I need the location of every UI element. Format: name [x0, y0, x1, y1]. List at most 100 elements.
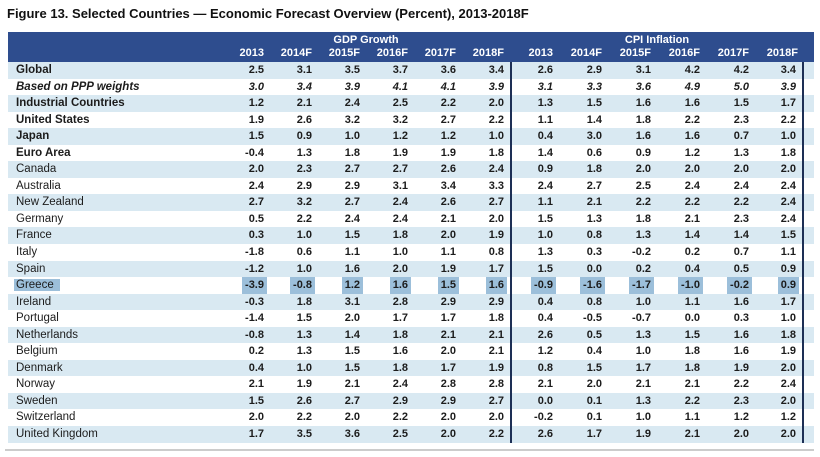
- gdp-value-cell: 1.2: [222, 95, 270, 112]
- cpi-value-cell: 2.2: [755, 111, 804, 129]
- gdp-value: 1.8: [488, 146, 504, 159]
- gdp-value-cell: -1.4: [222, 310, 270, 327]
- gdp-value: 2.5: [392, 97, 408, 110]
- cpi-value: 0.9: [780, 262, 796, 275]
- country-name: United Kingdom: [16, 428, 98, 441]
- gdp-value-cell: 3.9: [318, 79, 366, 96]
- cpi-value-cell: 1.6: [608, 95, 657, 112]
- cpi-value: 2.3: [733, 212, 749, 225]
- cpi-value-cell: 2.0: [608, 161, 657, 178]
- year-header: 2017F: [424, 47, 456, 59]
- forecast-table: GDP Growth CPI Inflation 2013 2014F 2015F 2…: [8, 32, 814, 443]
- gdp-value-cell: 3.2: [366, 112, 414, 129]
- country-label: Japan: [8, 128, 222, 145]
- cpi-value-cell: 1.3: [706, 145, 755, 162]
- cpi-value-cell: 1.6: [657, 128, 706, 145]
- gdp-value-cell: 2.4: [318, 95, 366, 112]
- table-row: Australia 2.4 2.9 2.9 3.1 3.4 3.3 2.4 2.7 2.5 2.4 2…: [8, 177, 814, 195]
- gdp-value-cell: 1.9: [270, 376, 318, 393]
- gdp-value-cell: 1.0: [366, 244, 414, 261]
- gdp-value: 2.7: [344, 163, 360, 176]
- country-name: United States: [16, 113, 90, 126]
- gdp-value-cell: 2.9: [270, 178, 318, 195]
- gdp-value-cell: 2.4: [366, 194, 414, 211]
- cpi-value-cell: 3.3: [559, 79, 608, 96]
- gdp-value: 2.5: [248, 64, 264, 76]
- table-row: Industrial Countries 1.2 2.1 2.4 2.5 2.2 2.0 1.…: [8, 95, 814, 112]
- cpi-value-cell: -0.7: [608, 310, 657, 327]
- gdp-value-cell: 1.4: [318, 327, 366, 344]
- gdp-value: 3.6: [344, 428, 360, 441]
- cpi-value-cell: 1.6: [706, 327, 755, 344]
- cpi-value: -0.7: [632, 312, 651, 325]
- table-row: Canada 2.0 2.3 2.7 2.7 2.6 2.4 0.9 1.8 2.0 2.0 2.0 2…: [8, 161, 814, 178]
- year-header: 2014F: [280, 47, 312, 59]
- cpi-value-cell: -0.9: [510, 277, 559, 294]
- gdp-value-cell: 2.4: [366, 376, 414, 393]
- gdp-value: 1.3: [296, 345, 312, 358]
- cpi-value-cell: 2.4: [657, 178, 706, 195]
- gdp-value-cell: 1.1: [318, 244, 366, 261]
- gdp-value-cell: 2.9: [414, 393, 462, 410]
- gdp-value-cell: 2.8: [366, 294, 414, 311]
- cpi-value: -1.6: [580, 277, 605, 294]
- cpi-value-cell: -0.2: [608, 244, 657, 261]
- gdp-value-cell: 1.9: [366, 145, 414, 162]
- cpi-value: 2.4: [780, 179, 796, 192]
- gdp-value: 2.9: [296, 179, 312, 192]
- gdp-value: 4.1: [440, 80, 456, 93]
- country-name: Portugal: [16, 312, 59, 325]
- gdp-value: 2.7: [392, 163, 408, 176]
- cpi-value: -1.0: [678, 277, 703, 294]
- gdp-value: 1.9: [440, 146, 456, 159]
- cpi-value-cell: 1.3: [608, 393, 657, 410]
- cpi-value-cell: 2.1: [559, 194, 608, 211]
- cpi-value: 2.4: [733, 179, 749, 192]
- country-name: Canada: [16, 163, 57, 176]
- cpi-value: 1.4: [684, 229, 700, 242]
- gdp-value-cell: 3.6: [318, 426, 366, 443]
- gdp-value: 2.8: [488, 378, 504, 391]
- gdp-value-cell: 1.3: [270, 145, 318, 162]
- gdp-value-cell: -1.8: [222, 244, 270, 261]
- cpi-value-cell: 1.8: [755, 144, 804, 162]
- gdp-value: 2.2: [392, 411, 408, 424]
- country-name: Italy: [16, 246, 38, 259]
- gdp-value: 3.2: [392, 113, 408, 126]
- cpi-value: 0.4: [586, 345, 602, 358]
- cpi-value-cell: 1.4: [559, 112, 608, 129]
- cpi-value: 2.4: [780, 378, 796, 391]
- cpi-value: -0.2: [727, 277, 752, 294]
- cpi-value: 0.3: [733, 312, 749, 325]
- country-label: Belgium: [8, 343, 222, 360]
- country-name: Based on PPP weights: [16, 80, 140, 93]
- cpi-value: 2.0: [780, 163, 796, 176]
- cpi-value-cell: 0.4: [559, 343, 608, 360]
- gdp-value: 3.4: [440, 179, 456, 192]
- table-row: Global 2.5 3.1 3.5 3.7 3.6 3.4 2.6 2.9 3.1 4.2 4.2 3…: [8, 62, 814, 79]
- year-header: 2017F: [717, 47, 749, 59]
- cpi-value: 2.6: [537, 64, 553, 76]
- gdp-value: 1.9: [296, 378, 312, 391]
- gdp-value-cell: 2.7: [462, 393, 510, 410]
- cpi-value: 1.1: [684, 295, 700, 308]
- gdp-value: 2.1: [248, 378, 264, 391]
- cpi-value: 2.0: [586, 378, 602, 391]
- gdp-value: 2.9: [392, 394, 408, 407]
- gdp-value-cell: 3.5: [318, 62, 366, 79]
- cpi-value-cell: 2.1: [608, 376, 657, 393]
- gdp-value-cell: 2.1: [414, 327, 462, 344]
- gdp-value: 3.5: [344, 64, 360, 76]
- cpi-value: 0.4: [684, 262, 700, 275]
- cpi-value-cell: 2.2: [657, 393, 706, 410]
- year-header: 2018F: [766, 47, 798, 59]
- gdp-value-cell: 2.5: [366, 95, 414, 112]
- cpi-value-cell: 1.3: [608, 227, 657, 244]
- cpi-value: 0.8: [586, 295, 602, 308]
- cpi-value: 2.0: [733, 163, 749, 176]
- cpi-value-cell: 4.9: [657, 79, 706, 96]
- gdp-value: 3.2: [344, 113, 360, 126]
- gdp-value: 2.4: [392, 196, 408, 209]
- country-label: United States: [8, 112, 222, 129]
- cpi-value-cell: 2.1: [510, 376, 559, 393]
